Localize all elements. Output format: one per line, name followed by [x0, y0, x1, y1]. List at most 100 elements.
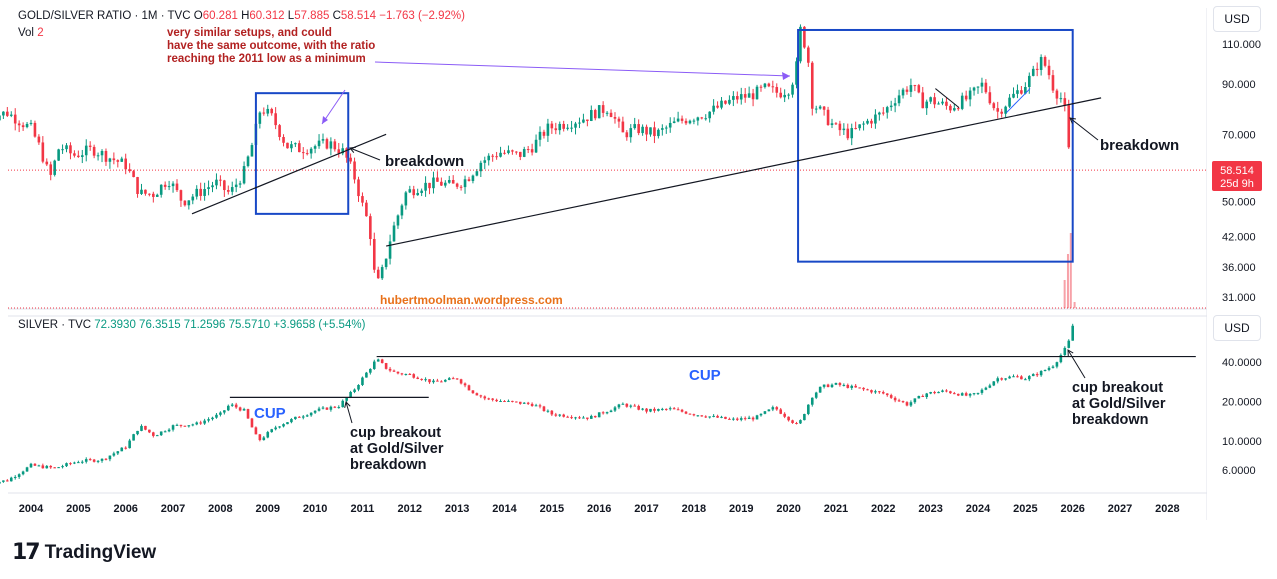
- silver-candle: [487, 398, 491, 400]
- ratio-candle: [716, 105, 719, 108]
- ratio-candle: [175, 183, 179, 191]
- year-tick-label: 2017: [634, 503, 658, 515]
- silver-candle: [479, 395, 483, 397]
- year-tick-label: 2026: [1060, 503, 1084, 515]
- ratio-candle: [933, 97, 936, 105]
- silver-candle: [467, 385, 471, 391]
- silver-candle: [499, 401, 502, 403]
- silver-candle: [550, 410, 554, 415]
- ratio-candle: [396, 215, 400, 226]
- silver-candle: [416, 377, 419, 379]
- ratio-candle: [372, 239, 376, 270]
- ratio-candle: [124, 158, 127, 170]
- ratio-candle: [755, 86, 759, 100]
- silver-candle: [653, 408, 656, 411]
- price-tick-label: 50.000: [1222, 197, 1256, 209]
- ratio-candle: [582, 119, 585, 123]
- silver-candle: [625, 403, 629, 407]
- ratio-candle: [365, 202, 368, 217]
- ratio-candle: [684, 120, 688, 124]
- silver-candle: [913, 398, 917, 403]
- ratio-candle: [305, 153, 309, 155]
- silver-candle: [124, 447, 127, 449]
- silver-candle: [258, 434, 262, 441]
- silver-candle: [45, 465, 49, 469]
- silver-candle: [77, 462, 80, 464]
- ratio-candle: [818, 106, 822, 109]
- ratio-candle: [834, 123, 838, 125]
- silver-candle: [369, 368, 372, 373]
- year-tick-label: 2012: [398, 503, 422, 515]
- currency-button-bottom[interactable]: USD: [1213, 315, 1261, 341]
- silver-candle: [846, 384, 850, 388]
- silver-candle: [787, 416, 790, 421]
- silver-candle: [885, 393, 889, 396]
- silver-candle: [586, 417, 589, 419]
- silver-candle: [511, 400, 514, 402]
- ratio-candle: [361, 196, 364, 203]
- silver-candle: [779, 409, 783, 414]
- pointer-arrow: [1067, 349, 1086, 379]
- ratio-candle: [128, 169, 131, 172]
- silver-candle: [33, 463, 37, 466]
- wedge-line: [935, 88, 960, 109]
- silver-candle: [542, 406, 546, 412]
- silver-candle: [274, 427, 277, 430]
- silver-candle: [341, 400, 345, 408]
- ratio-candle: [550, 123, 554, 129]
- ratio-candle: [440, 181, 443, 186]
- silver-candle: [696, 415, 700, 417]
- close-value: 58.514: [340, 10, 377, 22]
- ratio-candle: [100, 150, 104, 156]
- year-tick-label: 2005: [66, 503, 90, 515]
- ratio-candle: [700, 117, 704, 119]
- ratio-candle: [29, 122, 33, 124]
- ratio-candle: [1043, 57, 1047, 66]
- ratio-candle: [321, 139, 325, 141]
- ratio-candle: [739, 94, 743, 100]
- ratio-candle: [862, 123, 865, 125]
- ratio-candle: [408, 189, 412, 193]
- silver-candle: [388, 368, 392, 371]
- silver-candle: [112, 453, 116, 456]
- ratio-candle: [116, 160, 120, 162]
- ratio-candle: [301, 152, 305, 154]
- ratio-candle: [668, 122, 672, 128]
- silver-candle: [562, 414, 565, 417]
- silver-candle: [807, 404, 810, 414]
- silver-candle: [546, 410, 550, 412]
- silver-candle: [159, 431, 163, 436]
- ratio-candle: [290, 144, 293, 149]
- ratio-candle: [826, 109, 830, 126]
- tradingview-logo[interactable]: 17 TradingView: [12, 540, 156, 565]
- ratio-candle: [353, 161, 356, 180]
- ratio-candles: [0, 24, 1071, 280]
- year-tick-label: 2027: [1108, 503, 1132, 515]
- year-tick-label: 2011: [351, 503, 375, 515]
- silver-candle: [483, 396, 487, 399]
- silver-candle: [830, 384, 834, 388]
- silver-candle: [984, 387, 988, 390]
- ratio-candle: [791, 84, 794, 95]
- silver-candle: [795, 422, 798, 424]
- ratio-price-axis: 31.000 36.000 42.000 50.000 70.000 90.000 110.…: [1222, 39, 1261, 304]
- ratio-candle: [333, 141, 337, 150]
- silver-candle: [211, 417, 214, 420]
- ratio-candle: [1063, 98, 1067, 106]
- silver-candle: [396, 371, 400, 374]
- ratio-candle: [546, 123, 550, 136]
- currency-button-top[interactable]: USD: [1213, 6, 1261, 32]
- ratio-candle: [444, 182, 447, 186]
- silver-candle: [155, 435, 159, 437]
- silver-candle: [459, 379, 463, 384]
- silver-candle: [357, 384, 360, 390]
- silver-candle: [716, 415, 719, 418]
- silver-candle: [601, 412, 605, 414]
- silver-candle: [325, 407, 329, 410]
- ratio-candle: [286, 142, 289, 149]
- ratio-candle: [672, 121, 676, 123]
- silver-candle: [309, 412, 313, 416]
- ratio-candle: [688, 120, 692, 124]
- ratio-candle: [1031, 68, 1035, 76]
